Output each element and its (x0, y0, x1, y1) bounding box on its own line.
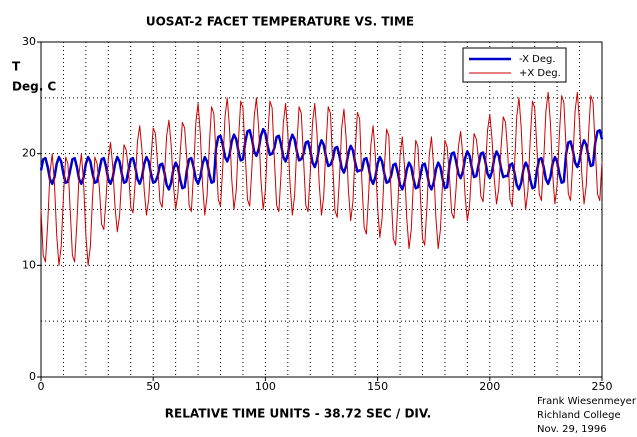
legend-box (462, 47, 567, 83)
y-tick-label: 30 (22, 35, 36, 48)
y-tick-label: 0 (29, 370, 36, 383)
x-tick-label: 200 (479, 380, 500, 393)
chart-title: UOSAT-2 FACET TEMPERATURE VS. TIME (146, 15, 414, 29)
y-tick-label: 20 (22, 147, 36, 160)
x-tick-label: 250 (592, 380, 613, 393)
credit: Richland College (537, 410, 621, 421)
x-tick-label: 100 (255, 380, 276, 393)
y-tick-label: 10 (22, 258, 36, 271)
x-axis-label: RELATIVE TIME UNITS - 38.72 SEC / DIV. (165, 407, 431, 421)
series-line (40, 91, 603, 266)
x-tick-label: 150 (367, 380, 388, 393)
x-tick-label: 0 (38, 380, 45, 393)
legend-label: +X Deg. (519, 68, 561, 79)
credit: Frank Wiesenmeyer (537, 396, 637, 407)
credit: Nov. 29, 1996 (537, 424, 607, 435)
y-axis-label: T (12, 60, 21, 74)
x-tick-label: 50 (146, 380, 160, 393)
y-axis-label: Deg. C (12, 80, 56, 94)
legend-label: -X Deg. (519, 54, 556, 65)
